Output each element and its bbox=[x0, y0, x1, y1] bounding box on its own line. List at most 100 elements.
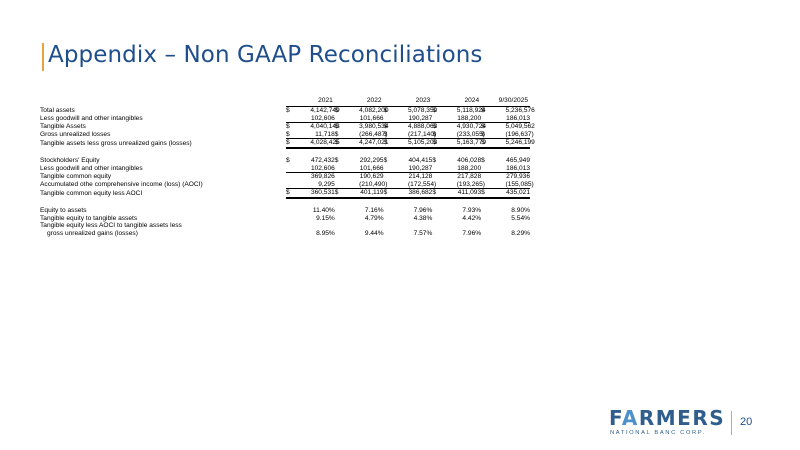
currency-symbol: $ bbox=[432, 138, 457, 149]
year-header: 9/30/2025 bbox=[481, 96, 530, 107]
currency-symbol bbox=[286, 164, 311, 174]
table-cell: 5,078,350 bbox=[407, 107, 438, 114]
row-label: Tangible Assets bbox=[40, 123, 86, 131]
row-label: gross unrealized gains (losses) bbox=[47, 229, 138, 237]
table-cell: (172,554) bbox=[407, 180, 437, 190]
logo-wordmark: FARMERS bbox=[609, 406, 726, 430]
table-row: Equity to assets 11.40% 7.16% 7.96% 7.93% 8.9… bbox=[40, 207, 530, 215]
currency-symbol bbox=[432, 207, 456, 215]
currency-symbol bbox=[481, 230, 505, 238]
table-cell: 3,980,534 bbox=[359, 123, 389, 131]
table-cell bbox=[457, 222, 481, 230]
currency-symbol bbox=[335, 207, 359, 215]
currency-symbol bbox=[335, 230, 359, 238]
currency-symbol bbox=[432, 164, 457, 174]
table-cell: 404,415 bbox=[408, 156, 433, 164]
table-row: Less goodwill and other intangibles 102,6… bbox=[40, 164, 530, 174]
table-cell: (193,265) bbox=[456, 180, 485, 190]
row-label: Less goodwill and other intangibles bbox=[40, 165, 143, 173]
currency-symbol bbox=[432, 173, 456, 181]
currency-symbol: $ bbox=[286, 130, 311, 140]
table-cell: 7.57% bbox=[413, 229, 433, 237]
table-cell: 102,606 bbox=[310, 164, 335, 174]
table-cell: 7.93% bbox=[462, 206, 482, 214]
currency-symbol: $ bbox=[481, 188, 506, 199]
currency-symbol bbox=[432, 222, 456, 230]
row-label: Accumulated othe comprehensive income (l… bbox=[40, 181, 203, 189]
currency-symbol: $ bbox=[334, 156, 339, 164]
table-cell: 7.16% bbox=[364, 206, 384, 214]
currency-symbol bbox=[286, 230, 310, 238]
table-cell: 292,295 bbox=[359, 156, 384, 164]
currency-symbol: $ bbox=[481, 123, 485, 131]
table-cell: 8.95% bbox=[316, 229, 335, 237]
row-label: Equity to assets bbox=[40, 206, 87, 214]
table-cell: 369,826 bbox=[310, 173, 335, 181]
table-cell: 386,682 bbox=[407, 188, 433, 199]
table-row: Stockholders' Equity $472,432 $292,295 $404… bbox=[40, 157, 530, 165]
table-cell bbox=[506, 222, 530, 230]
currency-symbol: $ bbox=[383, 107, 388, 114]
table-cell: 7.96% bbox=[413, 206, 433, 214]
row-label: Tangible assets less gross unrealized ga… bbox=[40, 140, 192, 148]
logo-subtitle: NATIONAL BANC CORP. bbox=[610, 430, 706, 436]
currency-symbol bbox=[384, 222, 408, 230]
spacer-row bbox=[40, 148, 530, 157]
table-row: Tangible Assets $4,040,143 $3,980,534 $4,88… bbox=[40, 123, 535, 131]
table-cell: 4,028,425 bbox=[310, 138, 340, 149]
currency-symbol bbox=[286, 180, 311, 190]
currency-symbol: $ bbox=[334, 123, 339, 131]
table-row: Accumulated othe comprehensive income (l… bbox=[40, 180, 534, 190]
row-label: Total assets bbox=[40, 107, 75, 114]
table-cell: 190,287 bbox=[407, 114, 433, 124]
table-cell: 406,028 bbox=[457, 156, 482, 164]
currency-symbol: $ bbox=[432, 156, 437, 164]
table-cell: 5,236,576 bbox=[505, 107, 535, 114]
table-cell: (217,140) bbox=[407, 130, 437, 140]
row-label: Less goodwill and other intangibles bbox=[40, 115, 143, 123]
currency-symbol: $ bbox=[432, 123, 437, 131]
table-cell: 11,718 bbox=[310, 130, 335, 140]
currency-symbol bbox=[481, 180, 506, 190]
table-cell: 401,119 bbox=[359, 188, 384, 199]
table-cell: 101,666 bbox=[359, 114, 384, 124]
table-cell: 435,021 bbox=[505, 188, 530, 199]
currency-symbol bbox=[335, 215, 359, 223]
currency-symbol bbox=[334, 114, 360, 124]
table-cell: 9,295 bbox=[310, 180, 335, 190]
currency-symbol: $ bbox=[432, 188, 457, 199]
table-cell: (155,085) bbox=[505, 180, 534, 190]
year-header-row: 2021 2022 2023 2024 9/30/2025 bbox=[40, 96, 530, 107]
currency-symbol bbox=[334, 164, 360, 174]
reconciliation-table: 2021 2022 2023 2024 9/30/2025 Total asse… bbox=[40, 96, 535, 238]
currency-symbol: $ bbox=[334, 138, 360, 149]
table-cell bbox=[408, 222, 432, 230]
table-cell: 4.79% bbox=[364, 214, 384, 222]
table-cell: (266,487) bbox=[359, 130, 388, 140]
page-title: Appendix – Non GAAP Reconciliations bbox=[48, 42, 483, 68]
currency-symbol bbox=[481, 207, 505, 215]
table-cell: 360,531 bbox=[310, 188, 335, 199]
table-cell bbox=[310, 222, 334, 230]
table-cell: 188,200 bbox=[456, 164, 482, 174]
table-cell: 11.40% bbox=[312, 206, 335, 214]
year-header: 2024 bbox=[432, 96, 482, 107]
table-cell: 4,142,749 bbox=[310, 107, 340, 114]
year-header: 2021 bbox=[286, 96, 335, 107]
spacer-row bbox=[40, 198, 530, 207]
currency-symbol bbox=[481, 222, 505, 230]
currency-symbol bbox=[335, 222, 359, 230]
currency-symbol bbox=[384, 173, 408, 181]
row-label: Tangible common equity bbox=[40, 173, 112, 181]
currency-symbol bbox=[383, 114, 408, 124]
row-label: Stockholders' Equity bbox=[40, 156, 100, 164]
currency-symbol: $ bbox=[383, 123, 388, 131]
table-cell: 5,118,924 bbox=[456, 107, 486, 114]
currency-symbol: $ bbox=[432, 130, 457, 140]
table-cell: 102,606 bbox=[310, 114, 335, 124]
currency-symbol: $ bbox=[432, 107, 437, 114]
currency-symbol bbox=[481, 164, 506, 174]
table-cell: 217,828 bbox=[457, 173, 482, 181]
year-header: 2023 bbox=[383, 96, 433, 107]
table-row: Tangible equity to tangible assets 9.15% 4… bbox=[40, 215, 530, 223]
